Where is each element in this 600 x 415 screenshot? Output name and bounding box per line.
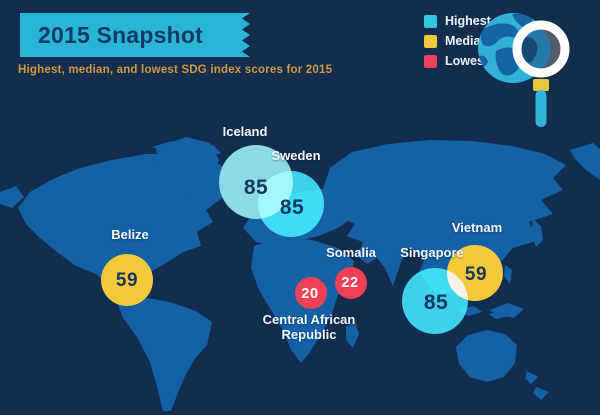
label-singapore: Singapore <box>400 245 464 260</box>
legend-label-highest: Highest <box>445 14 491 28</box>
score-singapore: 85 <box>423 291 449 314</box>
legend-label-lowest: Lowest <box>445 54 489 68</box>
lowest-swatch-icon <box>424 54 437 68</box>
globe-continents <box>478 13 533 76</box>
legend-item-median: Median <box>424 34 491 48</box>
legend-label-median: Median <box>445 34 489 48</box>
page-title: 2015 Snapshot <box>38 22 203 48</box>
bubble-somalia <box>335 267 367 299</box>
bubble-sweden <box>258 171 324 237</box>
legend: Highest Median Lowest <box>424 14 491 74</box>
score-iceland: 85 <box>243 176 269 199</box>
continent-south-america <box>118 297 212 411</box>
label-somalia: Somalia <box>326 245 376 260</box>
bubble-singapore <box>402 268 468 334</box>
label-belize: Belize <box>111 227 149 242</box>
score-central-african-republic: 20 <box>301 286 319 302</box>
globe-magnifier-icon <box>452 4 592 135</box>
score-sweden: 85 <box>279 196 305 219</box>
label-vietnam: Vietnam <box>451 220 503 235</box>
label-sweden: Sweden <box>271 148 321 163</box>
continent-north-america <box>18 154 232 308</box>
score-somalia: 22 <box>341 275 359 291</box>
continent-asia <box>322 140 566 300</box>
continent-australia <box>456 330 517 382</box>
magnifier-handle <box>535 90 547 127</box>
bubble-central-african-republic <box>295 277 327 309</box>
continent-greenland <box>156 137 219 196</box>
legend-item-highest: Highest <box>424 14 491 28</box>
page-subtitle: Highest, median, and lowest SDG index sc… <box>18 64 333 76</box>
title-ribbon: 2015 Snapshot <box>20 13 250 57</box>
score-belize: 59 <box>115 270 139 291</box>
magnifier-collar <box>533 79 549 91</box>
highest-swatch-icon <box>424 14 437 28</box>
island-new-guinea <box>490 303 524 318</box>
magnifier-ring <box>512 20 570 78</box>
label-central-african-republic: Central African Republic <box>262 312 356 343</box>
legend-item-lowest: Lowest <box>424 54 491 68</box>
bubble-belize <box>101 254 153 306</box>
label-iceland: Iceland <box>222 124 268 139</box>
median-swatch-icon <box>424 34 437 48</box>
score-vietnam: 59 <box>464 264 488 285</box>
